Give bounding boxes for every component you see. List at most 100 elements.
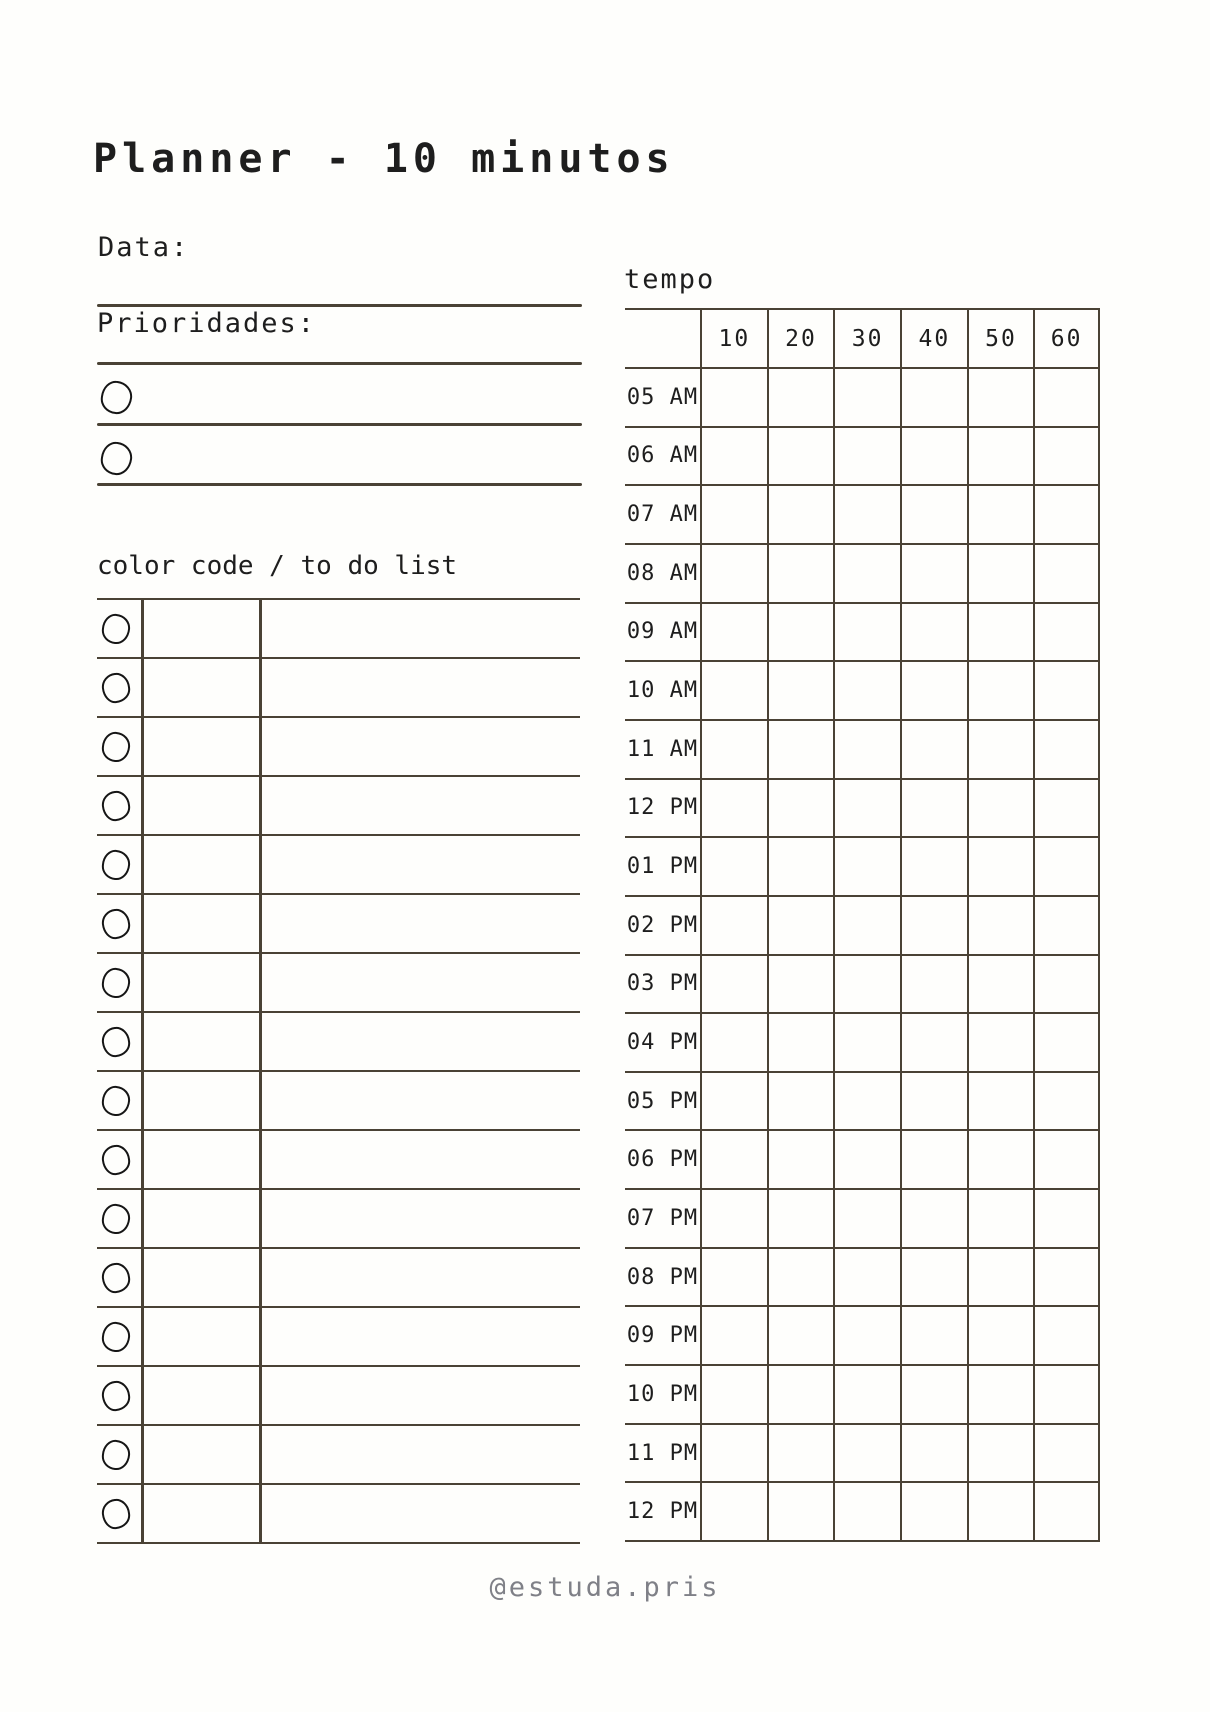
time-cell[interactable] (899, 1131, 967, 1191)
todo-checkbox-circle[interactable] (100, 730, 132, 763)
time-cell[interactable] (899, 662, 967, 721)
time-cell[interactable] (966, 720, 1034, 780)
time-cell[interactable] (899, 955, 967, 1015)
time-cell[interactable] (966, 1190, 1034, 1249)
todo-color-cell[interactable] (144, 777, 260, 834)
time-cell[interactable] (766, 1014, 834, 1073)
time-cell[interactable] (1033, 779, 1100, 839)
todo-task-cell[interactable] (263, 1072, 580, 1129)
todo-task-cell[interactable] (263, 895, 580, 952)
todo-color-cell[interactable] (144, 954, 260, 1011)
time-cell[interactable] (899, 1014, 967, 1073)
time-cell[interactable] (1033, 662, 1100, 721)
time-cell[interactable] (899, 1248, 967, 1308)
time-cell[interactable] (700, 1014, 767, 1073)
todo-task-cell[interactable] (263, 1249, 580, 1306)
todo-task-cell[interactable] (263, 1308, 580, 1365)
time-cell[interactable] (700, 1483, 767, 1542)
todo-color-cell[interactable] (144, 1367, 260, 1424)
time-cell[interactable] (700, 838, 767, 897)
time-cell[interactable] (1033, 603, 1100, 663)
todo-checkbox-circle[interactable] (100, 1438, 132, 1471)
time-cell[interactable] (766, 838, 834, 897)
time-cell[interactable] (966, 1366, 1034, 1425)
time-cell[interactable] (1033, 1014, 1100, 1073)
todo-task-cell[interactable] (263, 1013, 580, 1070)
time-cell[interactable] (766, 1483, 834, 1542)
time-cell[interactable] (700, 427, 767, 487)
time-cell[interactable] (700, 369, 767, 428)
time-cell[interactable] (700, 896, 767, 956)
time-cell[interactable] (899, 720, 967, 780)
time-cell[interactable] (833, 662, 900, 721)
time-cell[interactable] (833, 1131, 900, 1191)
time-cell[interactable] (833, 896, 900, 956)
time-cell[interactable] (833, 720, 900, 780)
todo-color-cell[interactable] (144, 1131, 260, 1188)
time-cell[interactable] (1033, 369, 1100, 428)
time-cell[interactable] (899, 603, 967, 663)
time-cell[interactable] (700, 662, 767, 721)
time-cell[interactable] (966, 955, 1034, 1015)
time-cell[interactable] (966, 1014, 1034, 1073)
todo-checkbox-circle[interactable] (100, 1497, 132, 1530)
time-cell[interactable] (899, 1366, 967, 1425)
time-cell[interactable] (1033, 1424, 1100, 1484)
time-cell[interactable] (899, 1072, 967, 1132)
time-cell[interactable] (700, 1131, 767, 1191)
time-cell[interactable] (766, 1190, 834, 1249)
todo-color-cell[interactable] (144, 600, 260, 657)
todo-task-cell[interactable] (263, 777, 580, 834)
todo-checkbox-circle[interactable] (100, 671, 132, 704)
todo-task-cell[interactable] (263, 1426, 580, 1483)
todo-checkbox-circle[interactable] (100, 1084, 132, 1117)
time-cell[interactable] (700, 544, 767, 604)
time-cell[interactable] (899, 779, 967, 839)
todo-task-cell[interactable] (263, 1131, 580, 1188)
time-cell[interactable] (833, 1248, 900, 1308)
todo-task-cell[interactable] (263, 718, 580, 775)
time-cell[interactable] (833, 1307, 900, 1367)
todo-task-cell[interactable] (263, 1190, 580, 1247)
time-cell[interactable] (700, 1366, 767, 1425)
priority-input-line[interactable] (97, 423, 582, 426)
time-cell[interactable] (899, 1483, 967, 1542)
time-cell[interactable] (1033, 1072, 1100, 1132)
todo-task-cell[interactable] (263, 954, 580, 1011)
todo-color-cell[interactable] (144, 659, 260, 716)
todo-color-cell[interactable] (144, 1249, 260, 1306)
time-cell[interactable] (966, 662, 1034, 721)
time-cell[interactable] (766, 1072, 834, 1132)
time-cell[interactable] (766, 1131, 834, 1191)
todo-checkbox-circle[interactable] (100, 1379, 132, 1412)
date-input-line[interactable] (97, 304, 582, 307)
time-cell[interactable] (766, 896, 834, 956)
time-cell[interactable] (966, 1424, 1034, 1484)
time-cell[interactable] (1033, 1483, 1100, 1542)
todo-checkbox-circle[interactable] (100, 612, 132, 645)
time-cell[interactable] (766, 1366, 834, 1425)
time-cell[interactable] (899, 838, 967, 897)
time-cell[interactable] (966, 1307, 1034, 1367)
time-cell[interactable] (966, 1483, 1034, 1542)
time-cell[interactable] (899, 1424, 967, 1484)
time-cell[interactable] (966, 544, 1034, 604)
time-cell[interactable] (766, 779, 834, 839)
time-cell[interactable] (966, 1072, 1034, 1132)
time-cell[interactable] (833, 1424, 900, 1484)
time-cell[interactable] (833, 955, 900, 1015)
priority-checkbox-circle[interactable] (99, 379, 134, 416)
time-cell[interactable] (1033, 955, 1100, 1015)
time-cell[interactable] (966, 1248, 1034, 1308)
time-cell[interactable] (766, 955, 834, 1015)
time-cell[interactable] (966, 1131, 1034, 1191)
time-cell[interactable] (966, 603, 1034, 663)
time-cell[interactable] (700, 1307, 767, 1367)
todo-color-cell[interactable] (144, 1485, 260, 1542)
todo-checkbox-circle[interactable] (100, 789, 132, 822)
todo-task-cell[interactable] (263, 659, 580, 716)
time-cell[interactable] (899, 1307, 967, 1367)
todo-color-cell[interactable] (144, 718, 260, 775)
time-cell[interactable] (1033, 720, 1100, 780)
time-cell[interactable] (966, 896, 1034, 956)
